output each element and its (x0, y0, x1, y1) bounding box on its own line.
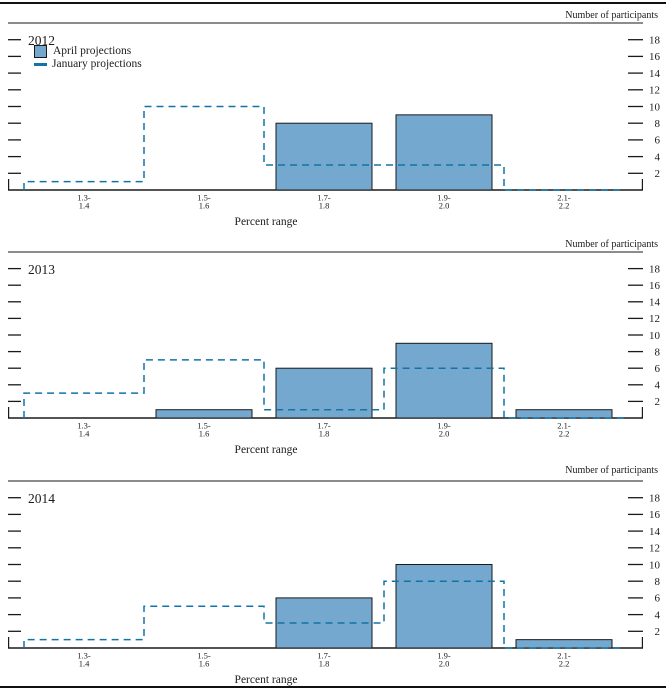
y-tick-label: 12 (649, 85, 660, 97)
x-bin-label-line1: 2.1- (557, 193, 571, 203)
y-tick-label: 18 (649, 263, 661, 275)
x-bin-label-line1: 1.7- (317, 421, 331, 431)
y-tick-label: 2 (655, 396, 661, 408)
april-projections-bar (155, 409, 253, 419)
y-tick-label: 10 (649, 559, 661, 571)
april-projections-bar (515, 409, 613, 419)
y-tick-label: 4 (655, 609, 661, 621)
y-tick-label: 10 (649, 101, 661, 113)
x-bin-label-line2: 2.2 (559, 429, 570, 439)
x-bin-label-line2: 1.8 (319, 429, 330, 439)
x-bin-label-line2: 1.4 (79, 201, 90, 211)
legend-item-january: January projections (34, 58, 142, 71)
x-bin-label-line1: 1.7- (317, 193, 331, 203)
y-tick-label: 12 (649, 543, 660, 555)
x-bin-label-line2: 1.6 (199, 659, 210, 669)
april-projections-bar (395, 114, 493, 191)
y-tick-label: 2 (655, 626, 661, 638)
y-tick-label: 14 (649, 526, 661, 538)
legend-january-label: January projections (52, 58, 142, 70)
x-bin-label-line2: 2.0 (439, 201, 450, 211)
y-tick-label: 6 (655, 135, 661, 147)
x-bin-label-line1: 1.5- (197, 421, 211, 431)
x-bin-label-line1: 1.5- (197, 193, 211, 203)
april-projections-bar (395, 564, 493, 649)
x-bin-label-line1: 1.3- (77, 193, 91, 203)
x-bin-label-line1: 1.9- (437, 421, 451, 431)
y-tick-label: 2 (655, 168, 661, 180)
y-tick-label: 8 (655, 118, 661, 130)
april-projections-bar (275, 367, 373, 419)
x-bin-label-line1: 1.5- (197, 651, 211, 661)
april-projections-bar (395, 342, 493, 419)
y-tick-label: 14 (649, 68, 661, 80)
x-bin-label-line1: 2.1- (557, 421, 571, 431)
y-tick-label: 16 (649, 280, 661, 292)
april-projections-swatch-icon (34, 45, 47, 58)
y-tick-label: 4 (655, 380, 661, 392)
top-rule (0, 2, 666, 4)
bottom-rule (0, 686, 666, 688)
april-projections-bar (275, 122, 373, 191)
x-bin-label-line1: 1.7- (317, 651, 331, 661)
january-projections-dash-icon (34, 63, 47, 66)
x-bin-label-line2: 1.8 (319, 659, 330, 669)
x-bin-label-line2: 2.0 (439, 429, 450, 439)
y-tick-label: 4 (655, 151, 661, 163)
x-bin-label-line2: 1.6 (199, 201, 210, 211)
y-tick-label: 10 (649, 330, 661, 342)
y-axis-title-2014: Number of participants (565, 465, 658, 476)
x-axis-title-2014: Percent range (234, 674, 298, 686)
panel-year-2013: 2013 (28, 262, 55, 277)
x-bin-label-line1: 1.9- (437, 651, 451, 661)
y-tick-label: 18 (649, 35, 661, 47)
x-bin-label-line2: 2.2 (559, 201, 570, 211)
panel-year-2014: 2014 (28, 491, 55, 506)
x-bin-label-line2: 2.2 (559, 659, 570, 669)
x-bin-label-line1: 1.9- (437, 193, 451, 203)
legend-item-april: April projections (34, 45, 142, 58)
january-projections-step-line (23, 580, 624, 649)
y-tick-label: 16 (649, 51, 661, 63)
x-bin-label-line2: 1.4 (79, 429, 90, 439)
y-tick-label: 14 (649, 297, 661, 309)
y-tick-label: 6 (655, 593, 661, 605)
x-bin-label-line1: 1.3- (77, 421, 91, 431)
y-tick-label: 16 (649, 509, 661, 521)
x-bin-label-line2: 2.0 (439, 659, 450, 669)
x-axis-title-2012: Percent range (234, 216, 298, 228)
y-axis-title-2013: Number of participants (565, 239, 658, 250)
x-bin-label-line2: 1.8 (319, 201, 330, 211)
january-projections-step-line (23, 105, 624, 191)
y-tick-label: 8 (655, 576, 661, 588)
y-axis-title-2012: Number of participants (565, 10, 658, 21)
y-tick-label: 12 (649, 313, 660, 325)
april-projections-bar (515, 639, 613, 649)
x-bin-label-line2: 1.4 (79, 659, 90, 669)
x-bin-label-line1: 1.3- (77, 651, 91, 661)
x-bin-label-line2: 1.6 (199, 429, 210, 439)
panel-year-2012: 2012 (28, 33, 55, 48)
y-tick-label: 8 (655, 346, 661, 358)
x-bin-label-line1: 2.1- (557, 651, 571, 661)
x-axis-title-2013: Percent range (234, 444, 298, 456)
y-tick-label: 18 (649, 493, 661, 505)
legend: April projections January projections (34, 45, 142, 71)
legend-april-label: April projections (53, 45, 132, 57)
y-tick-label: 6 (655, 363, 661, 375)
